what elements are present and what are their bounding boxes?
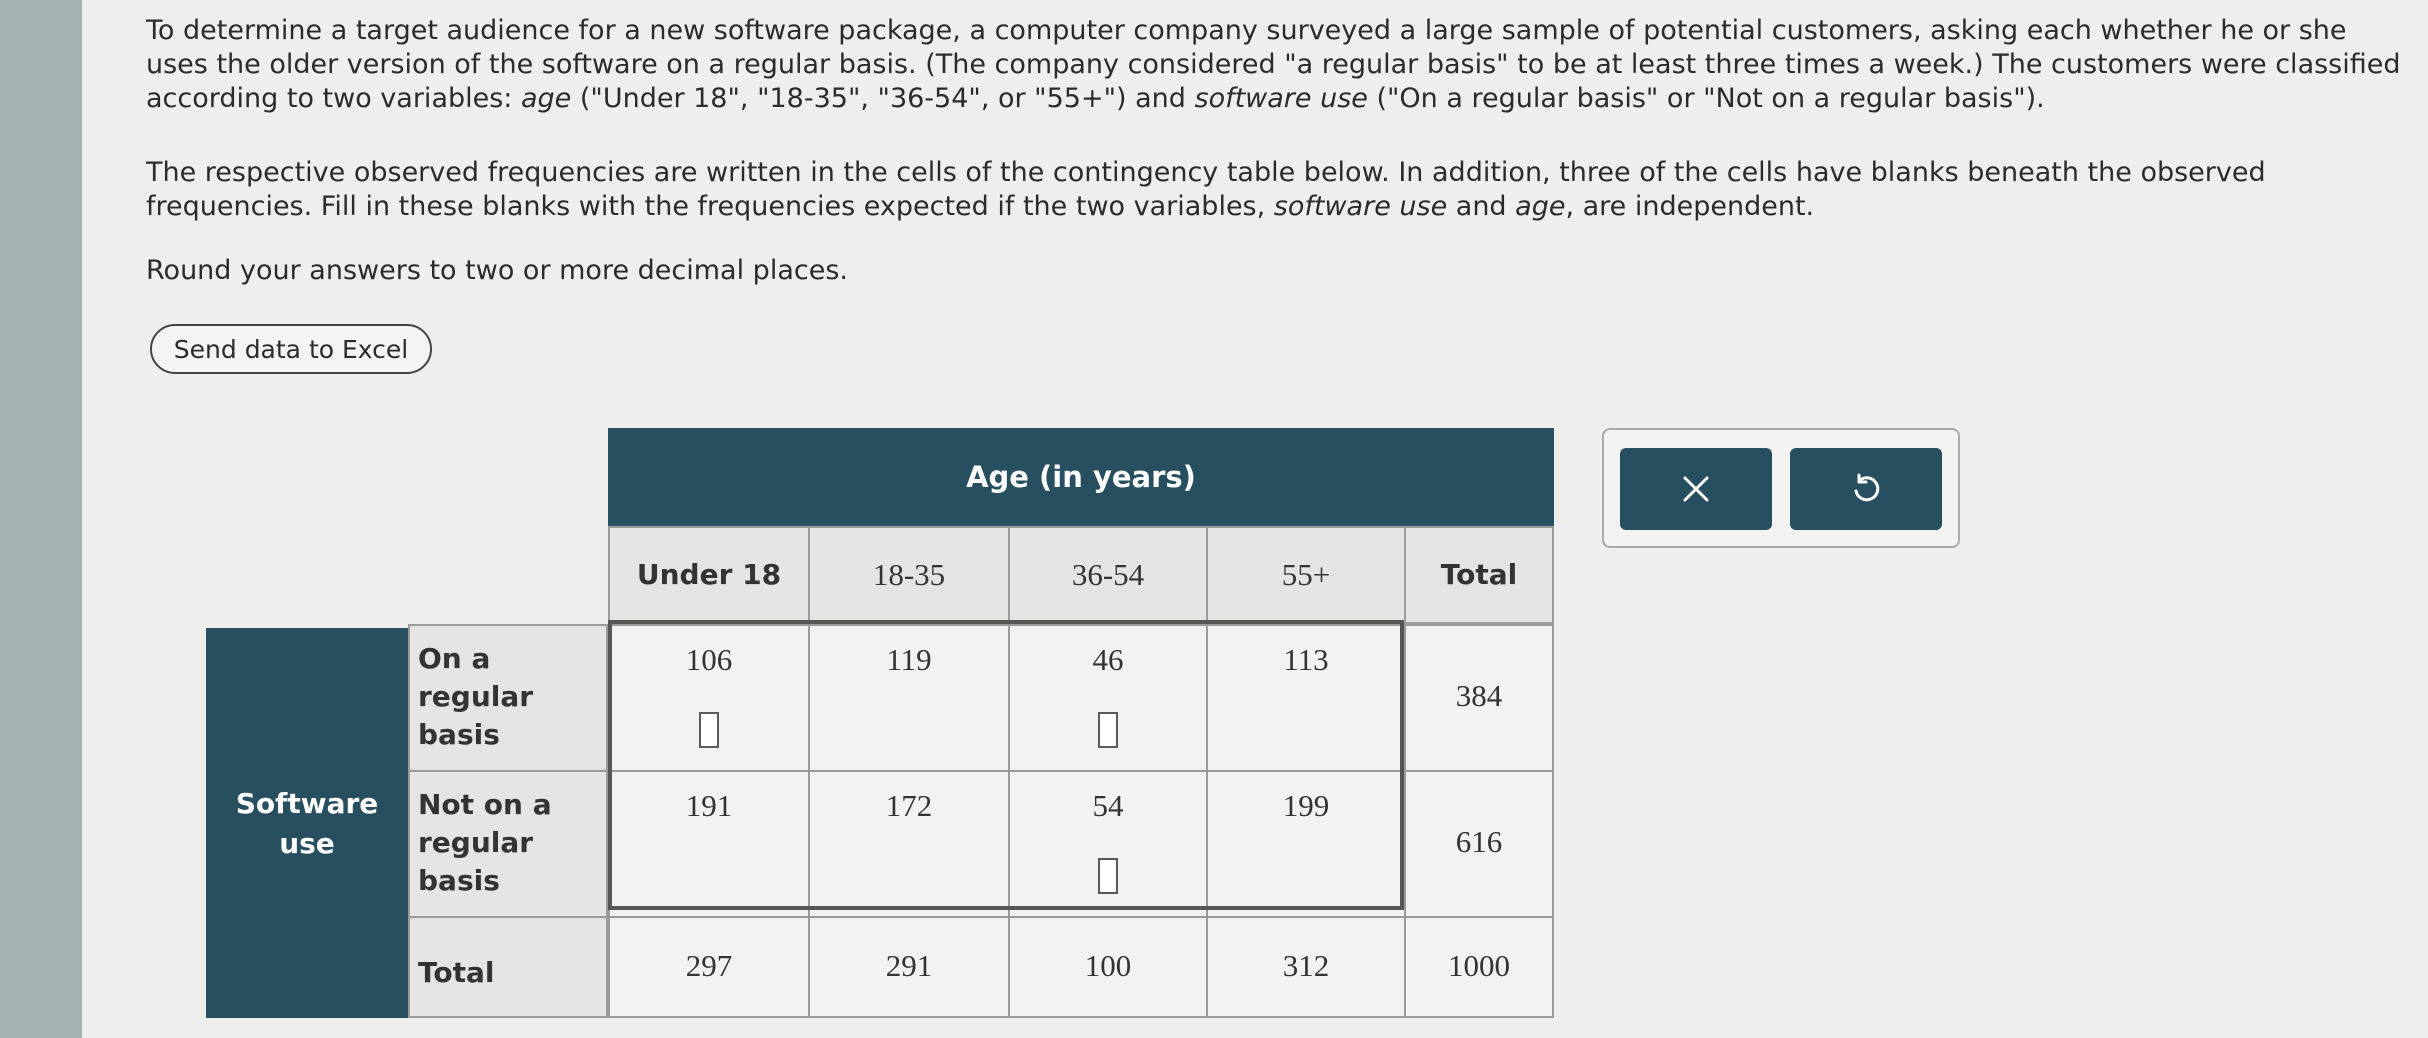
expected-input-regular-under-18[interactable] <box>699 712 719 748</box>
row-label-total: Total <box>408 916 608 1018</box>
observed-value: 54 <box>1092 788 1124 823</box>
observed-value: 199 <box>1282 788 1330 823</box>
cell-grand-total: 1000 <box>1404 916 1554 1018</box>
rounding-instruction: Round your answers to two or more decima… <box>146 255 848 286</box>
col-header-36-54: 36-54 <box>1008 526 1208 624</box>
left-background-strip <box>0 0 82 1038</box>
cell-regular-total: 384 <box>1404 624 1554 772</box>
reset-button[interactable] <box>1790 448 1942 530</box>
cell-total-18-35: 291 <box>808 916 1010 1018</box>
observed-value: 191 <box>685 788 733 823</box>
cell-not-regular-under-18: 191 <box>608 770 810 918</box>
col-header-18-35: 18-35 <box>808 526 1010 624</box>
observed-value: 119 <box>886 642 932 677</box>
expected-input-not-regular-36-54[interactable] <box>1098 858 1118 894</box>
undo-icon <box>1854 473 1880 502</box>
question-paragraph-1: To determine a target audience for a new… <box>146 15 2401 114</box>
row-label-regular: On a regular basis <box>408 624 608 772</box>
cell-regular-55-plus: 113 <box>1206 624 1406 772</box>
observed-value: 46 <box>1092 642 1124 677</box>
expected-input-regular-36-54[interactable] <box>1098 712 1118 748</box>
cell-total-under-18: 297 <box>608 916 810 1018</box>
clear-button[interactable] <box>1620 448 1772 530</box>
answer-action-panel <box>1602 428 1960 548</box>
cell-not-regular-36-54: 54 <box>1008 770 1208 918</box>
cell-not-regular-total: 616 <box>1404 770 1554 918</box>
cell-regular-under-18: 106 <box>608 624 810 772</box>
row-group-software-use: Software use <box>206 628 408 1018</box>
col-header-total: Total <box>1404 526 1554 624</box>
col-header-under-18: Under 18 <box>608 526 810 624</box>
cell-not-regular-55-plus: 199 <box>1206 770 1406 918</box>
send-to-excel-button[interactable]: Send data to Excel <box>150 324 432 374</box>
age-header: Age (in years) <box>608 428 1554 526</box>
question-paragraph-2: The respective observed frequencies are … <box>146 157 2266 222</box>
cell-regular-18-35: 119 <box>808 624 1010 772</box>
row-label-not-regular: Not on a regular basis <box>408 770 608 918</box>
observed-value: 172 <box>885 788 933 823</box>
observed-value: 106 <box>685 642 733 677</box>
cell-regular-36-54: 46 <box>1008 624 1208 772</box>
col-header-55-plus: 55+ <box>1206 526 1406 624</box>
cell-total-36-54: 100 <box>1008 916 1208 1018</box>
cell-not-regular-18-35: 172 <box>808 770 1010 918</box>
observed-value: 113 <box>1283 642 1329 677</box>
x-icon <box>1683 476 1709 502</box>
cell-total-55-plus: 312 <box>1206 916 1406 1018</box>
